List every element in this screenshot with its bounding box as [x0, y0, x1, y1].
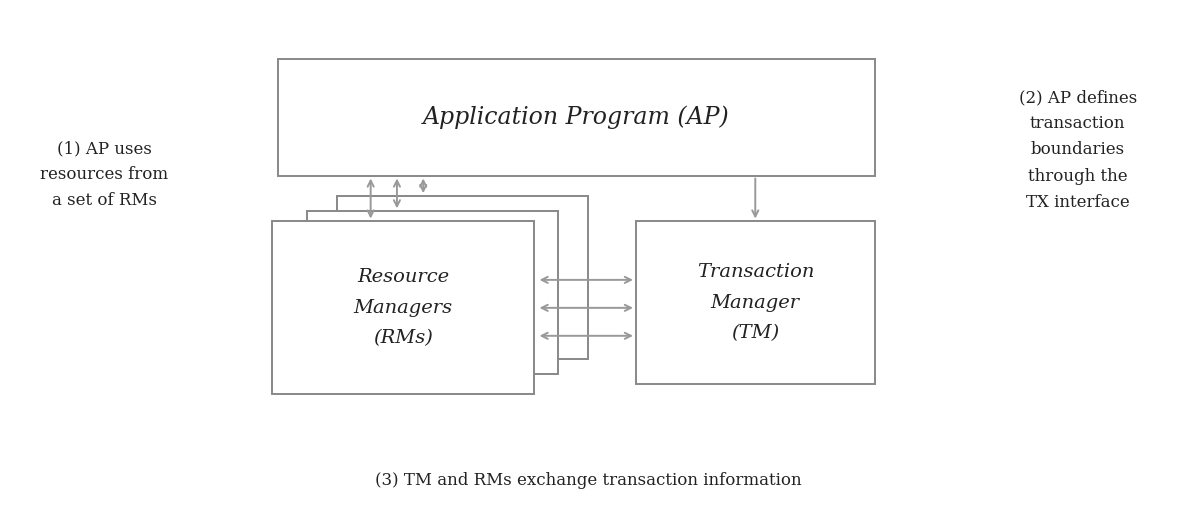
- Bar: [307, 211, 558, 374]
- Bar: [337, 196, 588, 359]
- Bar: [271, 222, 534, 394]
- Text: Transaction
Manager
(TM): Transaction Manager (TM): [696, 263, 814, 342]
- Bar: [277, 59, 875, 176]
- Text: Application Program (AP): Application Program (AP): [422, 105, 730, 129]
- Text: (3) TM and RMs exchange transaction information: (3) TM and RMs exchange transaction info…: [374, 472, 802, 489]
- Text: (2) AP defines
transaction
boundaries
through the
TX interface: (2) AP defines transaction boundaries th…: [1019, 89, 1136, 211]
- Bar: [636, 222, 875, 384]
- Text: (1) AP uses
resources from
a set of RMs: (1) AP uses resources from a set of RMs: [41, 140, 168, 209]
- Text: Resource
Managers
(RMs): Resource Managers (RMs): [353, 268, 452, 347]
